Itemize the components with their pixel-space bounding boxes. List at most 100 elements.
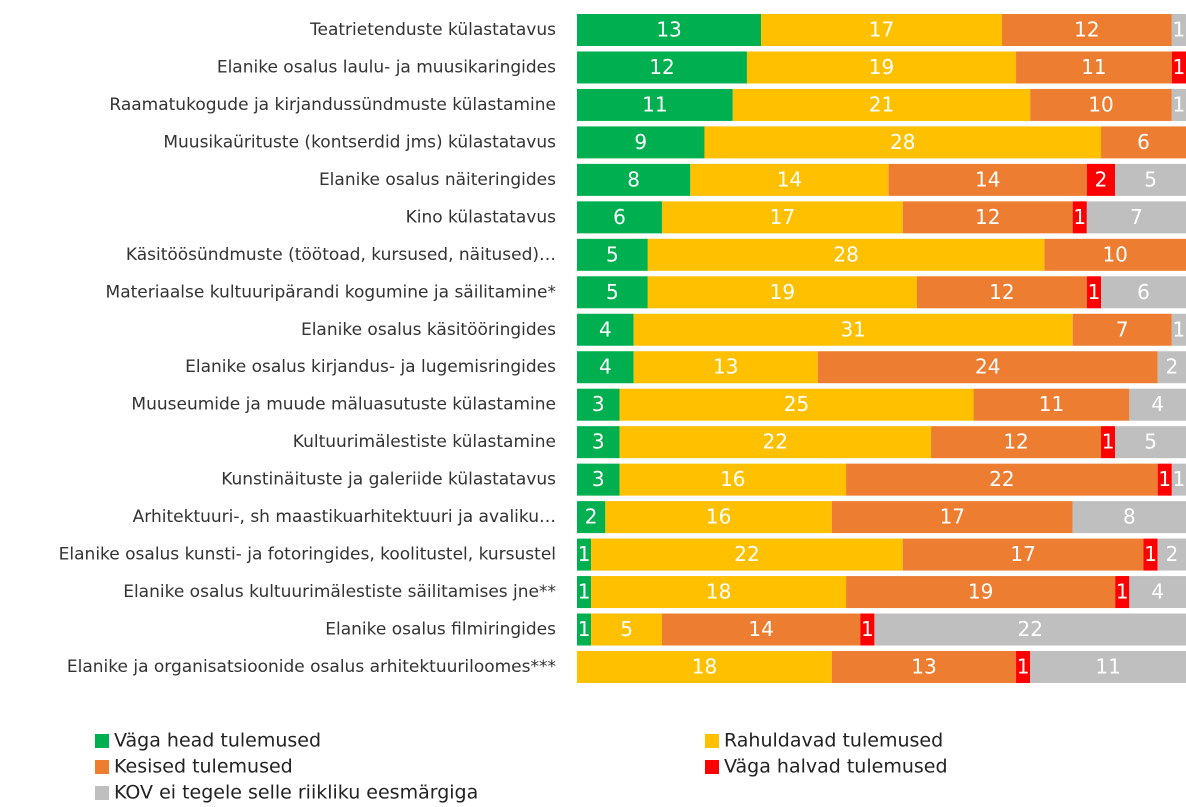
bar-segment [973,388,1130,421]
bar-segment [831,650,1017,683]
bar-segment [817,351,1158,384]
bar-segment [1072,313,1172,346]
data-label: 7 [1130,205,1143,229]
bar-segment [1157,463,1172,496]
data-label: 1 [861,617,874,641]
bar-segment [1101,126,1186,159]
bar-segment [1016,650,1031,683]
data-label: 13 [911,654,936,678]
category-label: Elanike osalus kirjandus- ja lugemisring… [185,357,556,377]
bar-segment [1072,201,1087,234]
data-label: 19 [869,55,894,79]
bar-segment [633,313,1073,346]
data-label: 6 [1137,280,1150,304]
category-label: Teatrietenduste külastatavus [309,20,556,40]
data-label: 1 [578,542,591,566]
data-label: 4 [599,355,612,379]
bar-segment [1115,576,1130,609]
category-label: Raamatukogude ja kirjandussündmuste küla… [109,95,556,115]
data-label: 19 [770,280,795,304]
data-label: 1 [1102,430,1115,454]
category-label: Elanike osalus laulu- ja muusikaringides [217,57,556,77]
bar-segment [1030,650,1186,683]
data-label: 16 [706,505,731,529]
data-label: 16 [720,467,745,491]
data-label: 28 [833,242,858,266]
data-label: 11 [1095,654,1120,678]
data-label: 1 [1173,467,1186,491]
data-label: 4 [1151,392,1164,416]
bar-segment [577,351,634,384]
bar-segment [577,88,733,121]
data-label: 12 [975,205,1000,229]
data-label: 1 [1173,92,1186,116]
legend-label: Väga halvad tulemused [724,756,948,778]
data-label: 17 [940,505,965,529]
bar-segment [647,238,1045,271]
data-label: 3 [592,430,605,454]
bar-segment [1101,276,1186,309]
bar-segment [577,501,606,534]
legend-swatch [95,734,109,748]
bar-segment [846,576,1116,609]
bar-segment [577,463,620,496]
bar-segment [577,538,592,571]
data-label: 12 [989,280,1014,304]
bar-segment [577,238,648,271]
bar-segment [591,538,903,571]
data-label: 5 [606,242,619,266]
bar-segment [1115,163,1186,196]
data-label: 9 [634,130,647,154]
bar-segment [1171,463,1186,496]
data-label: 4 [1151,580,1164,604]
data-label: 3 [592,392,605,416]
bar-segment [577,576,592,609]
data-label: 12 [1003,430,1028,454]
data-label: 2 [1165,542,1178,566]
bar-segment [661,201,903,234]
category-label: Elanike osalus kunsti- ja fotoringides, … [59,545,556,565]
category-label: Elanike osalus näiteringides [319,170,556,190]
bar-segment [1171,51,1186,84]
bar-segment [746,51,1017,84]
data-label: 31 [840,317,865,341]
legend-label: Kesised tulemused [114,756,293,778]
bar-segment [577,613,592,646]
bar-segment [577,51,747,84]
category-label: Elanike osalus filmiringides [325,620,556,640]
category-label: Kino külastatavus [406,207,557,227]
data-label: 11 [642,92,667,116]
data-label: 17 [770,205,795,229]
data-label: 8 [627,167,640,191]
data-label: 25 [784,392,809,416]
bar-segment [1143,538,1158,571]
bar-segment [1171,88,1186,121]
data-label: 10 [1088,92,1113,116]
legend-swatch [95,760,109,774]
legend-swatch [705,734,719,748]
legend-label: Väga head tulemused [114,730,321,752]
data-label: 4 [599,317,612,341]
bar-segment [1016,51,1172,84]
data-label: 12 [1074,18,1099,42]
data-label: 11 [1081,55,1106,79]
bar-segment [577,126,705,159]
bar-segment [1086,163,1116,196]
bar-segment [591,613,662,646]
bar-segment [577,201,662,234]
bar-segment [1157,351,1186,384]
bar-segment [1030,88,1172,121]
category-label: Materiaalse kultuuripärandi kogumine ja … [106,282,556,302]
bar-segment [1086,201,1186,234]
bar-segment [1072,501,1186,534]
data-label: 14 [748,617,773,641]
bar-segment [1101,426,1116,459]
bar-segment [577,650,832,683]
data-label: 21 [869,92,894,116]
data-label: 1 [1158,467,1171,491]
data-label: 5 [1144,167,1157,191]
bar-segment [846,463,1158,496]
legend-label: Rahuldavad tulemused [724,730,943,752]
category-label: Käsitöösündmuste (töötoad, kursused, näi… [126,245,556,265]
bar-segment [888,163,1087,196]
